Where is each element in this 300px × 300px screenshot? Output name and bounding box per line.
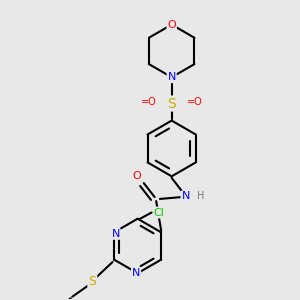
Text: H: H <box>197 191 204 201</box>
Text: Cl: Cl <box>154 208 165 218</box>
Text: O: O <box>167 20 176 30</box>
Text: S: S <box>167 97 176 111</box>
Text: S: S <box>88 275 96 288</box>
Text: N: N <box>167 72 176 82</box>
Text: N: N <box>132 268 140 278</box>
Text: N: N <box>111 229 120 239</box>
Text: =O: =O <box>141 97 156 107</box>
Text: O: O <box>132 171 141 181</box>
Text: =O: =O <box>187 97 203 107</box>
Text: N: N <box>182 191 190 201</box>
